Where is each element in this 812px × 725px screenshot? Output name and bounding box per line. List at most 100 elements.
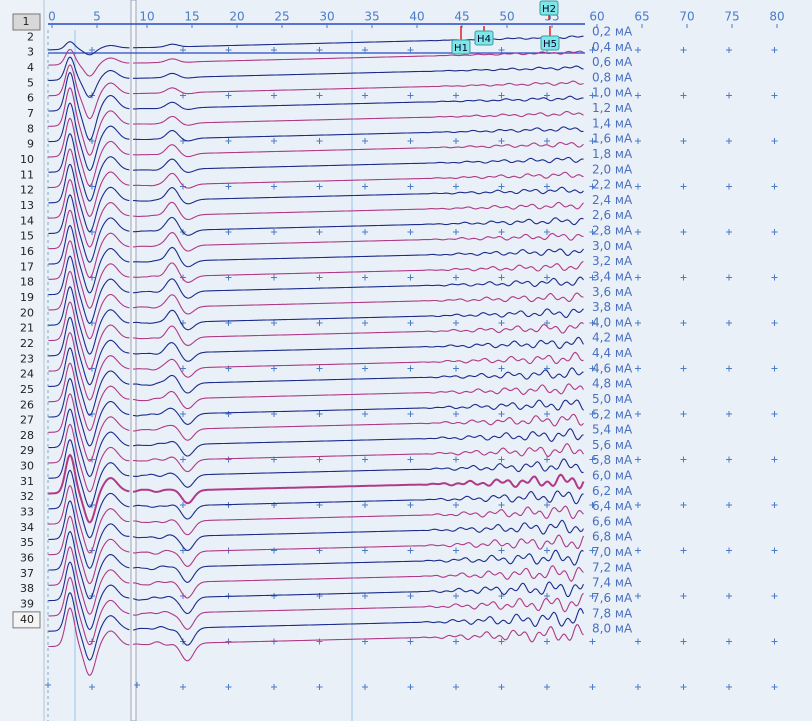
trace xyxy=(48,591,585,661)
trace-label: 5,0 мА xyxy=(592,392,633,406)
grid-plus xyxy=(407,684,414,690)
marker-label[interactable]: H4 xyxy=(477,34,491,45)
grid-plus xyxy=(271,547,277,554)
grid-plus xyxy=(180,411,186,417)
trace-label: 4,4 мА xyxy=(592,346,633,360)
row-number[interactable]: 33 xyxy=(20,506,34,519)
grid-plus xyxy=(407,411,414,417)
row-number[interactable]: 23 xyxy=(20,352,34,365)
trace-label: 4,6 мА xyxy=(592,361,633,375)
x-tick-label: 35 xyxy=(364,10,379,24)
grid-plus xyxy=(680,229,687,235)
grid-plus xyxy=(589,47,596,53)
row-number[interactable]: 20 xyxy=(20,306,34,319)
grid-plus xyxy=(544,411,550,417)
trace-label: 4,0 мА xyxy=(592,315,633,329)
marker-box[interactable] xyxy=(451,39,471,55)
grid-plus xyxy=(271,320,277,326)
marker-box[interactable] xyxy=(474,30,494,46)
row-number[interactable]: 14 xyxy=(20,214,34,227)
row-number[interactable]: 10 xyxy=(20,153,34,166)
x-tick-label: 0 xyxy=(48,10,56,24)
split-bar[interactable] xyxy=(130,0,137,722)
row-number[interactable]: 29 xyxy=(20,444,34,457)
row-number[interactable]: 17 xyxy=(20,260,34,273)
trace xyxy=(48,102,584,172)
row-number[interactable]: 31 xyxy=(20,475,34,488)
row-number[interactable]: 38 xyxy=(20,582,34,595)
row-number[interactable]: 9 xyxy=(27,138,34,151)
row-number[interactable]: 37 xyxy=(20,567,34,580)
grid-plus xyxy=(589,229,596,235)
grid-plus xyxy=(271,92,277,99)
grid-plus xyxy=(544,138,550,144)
row-number[interactable]: 34 xyxy=(20,521,34,534)
marker-box[interactable] xyxy=(539,0,559,16)
grid-plus xyxy=(635,92,641,99)
row-number[interactable]: 25 xyxy=(20,383,34,396)
trace-label: 7,8 мА xyxy=(592,606,633,620)
grid-plus xyxy=(453,274,459,281)
row-number[interactable]: 28 xyxy=(20,429,34,442)
row-number[interactable]: 24 xyxy=(20,368,34,381)
row-number[interactable]: 1 xyxy=(23,15,30,28)
grid-plus xyxy=(680,365,687,372)
grid-plus xyxy=(362,365,368,372)
grid-plus xyxy=(316,92,323,99)
grid-plus xyxy=(271,365,277,372)
row-number[interactable]: 15 xyxy=(20,230,34,243)
grid-plus xyxy=(316,638,323,645)
row-number[interactable]: 32 xyxy=(20,490,34,503)
marker-label[interactable]: H5 xyxy=(543,39,557,50)
row-number[interactable]: 22 xyxy=(20,337,34,350)
row-number[interactable]: 39 xyxy=(20,598,34,611)
row-number[interactable]: 35 xyxy=(20,536,34,549)
trace-label: 0,8 мА xyxy=(592,70,633,84)
row-number[interactable]: 36 xyxy=(20,552,34,565)
marker-label[interactable]: H1 xyxy=(454,43,468,54)
grid-plus xyxy=(453,229,459,235)
grid-plus xyxy=(498,638,505,645)
row-button[interactable] xyxy=(12,13,41,31)
marker-box[interactable] xyxy=(540,35,560,51)
row-number[interactable]: 30 xyxy=(20,460,34,473)
trace-label: 2,0 мА xyxy=(592,162,633,176)
row-number[interactable]: 18 xyxy=(20,276,34,289)
row-number[interactable]: 16 xyxy=(20,245,34,258)
grid-plus xyxy=(362,593,368,599)
row-number[interactable]: 7 xyxy=(27,107,34,120)
row-button[interactable] xyxy=(12,611,41,629)
grid-plus xyxy=(726,456,732,463)
row-number[interactable]: 11 xyxy=(20,168,34,181)
trace xyxy=(48,453,585,524)
row-number[interactable]: 6 xyxy=(27,92,34,105)
grid-plus xyxy=(271,593,277,599)
grid-plus xyxy=(635,638,641,645)
row-number[interactable]: 4 xyxy=(27,61,34,74)
trace-label: 6,0 мА xyxy=(592,468,633,482)
grid-plus xyxy=(726,92,732,99)
row-number[interactable]: 21 xyxy=(20,322,34,335)
trace-label: 0,4 мА xyxy=(592,40,633,54)
grid-plus xyxy=(180,92,186,99)
marker-label[interactable]: H2 xyxy=(542,4,556,15)
grid-plus xyxy=(407,502,414,508)
row-number[interactable]: 2 xyxy=(27,30,34,43)
grid-plus xyxy=(498,365,505,372)
row-number[interactable]: 8 xyxy=(27,122,34,135)
x-tick-label: 80 xyxy=(769,10,784,24)
grid-plus xyxy=(544,456,550,463)
x-tick-label: 60 xyxy=(589,10,604,24)
trace-label: 0,2 мА xyxy=(592,25,633,39)
row-number[interactable]: 27 xyxy=(20,414,34,427)
row-number[interactable]: 13 xyxy=(20,199,34,212)
row-number[interactable]: 26 xyxy=(20,398,34,411)
row-number[interactable]: 5 xyxy=(27,76,34,89)
row-number[interactable]: 40 xyxy=(20,613,34,626)
row-number[interactable]: 12 xyxy=(20,184,34,197)
grid-plus xyxy=(726,547,732,554)
row-number[interactable]: 3 xyxy=(27,46,34,59)
grid-plus xyxy=(589,183,596,190)
grid-plus xyxy=(271,47,277,53)
row-number[interactable]: 19 xyxy=(20,291,34,304)
